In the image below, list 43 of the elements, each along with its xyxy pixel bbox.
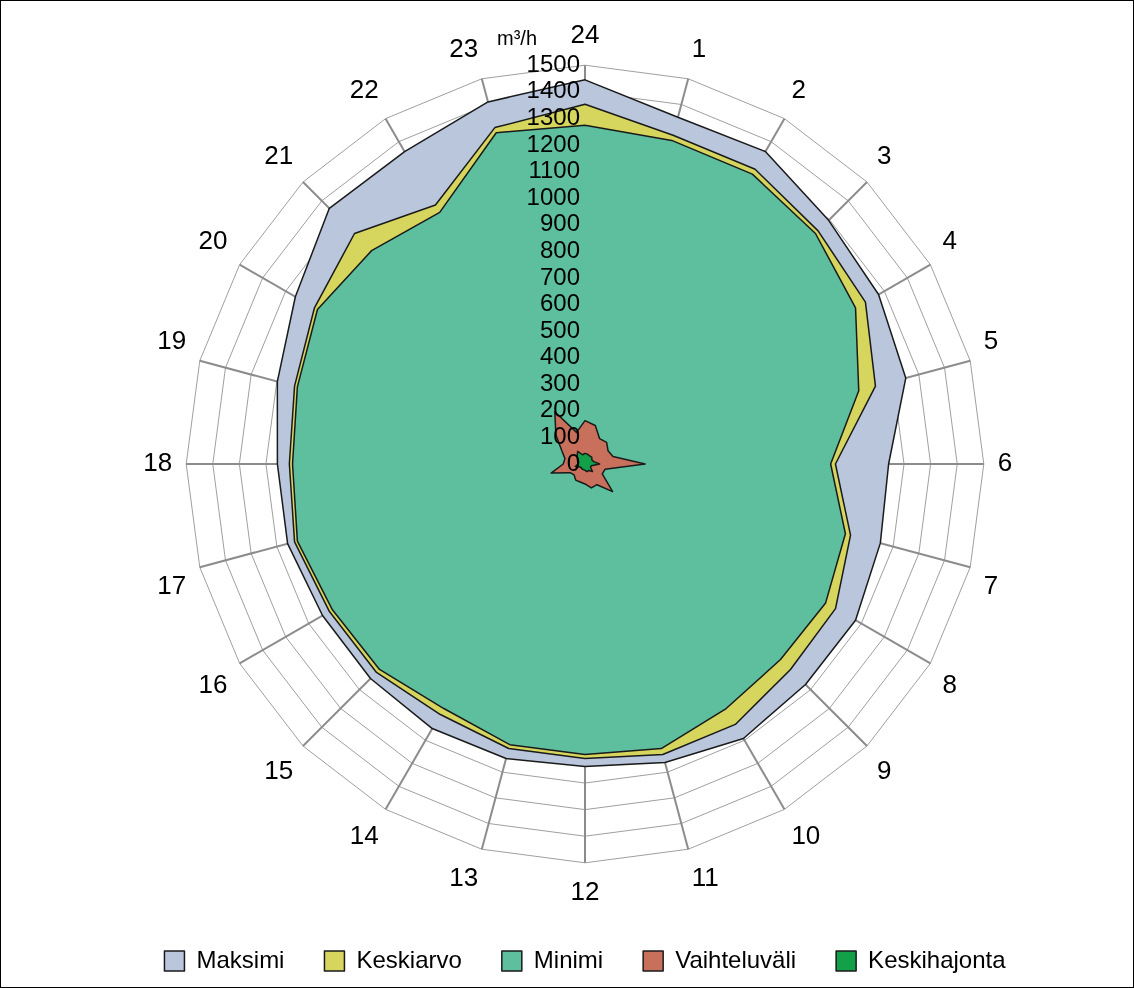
legend-label: Vaihteluväli: [675, 945, 797, 973]
text: m³/h: [497, 26, 537, 49]
legend-label: Maksimi: [196, 945, 285, 973]
spoke-label: 10: [791, 820, 821, 851]
spoke-label: 21: [264, 139, 294, 170]
y-tick-label: 1200: [526, 129, 580, 157]
spoke-label: 3: [876, 139, 892, 170]
spoke-label: 14: [349, 820, 379, 851]
spoke-label: 22: [349, 74, 379, 105]
spoke-label: 11: [691, 861, 719, 892]
spoke-label: 1: [691, 32, 707, 63]
y-tick-label: 800: [539, 235, 580, 263]
y-tick-label: 0: [566, 448, 580, 476]
legend-label: Keskihajonta: [868, 945, 1007, 973]
y-tick-label: 600: [539, 289, 580, 317]
y-tick-label: 500: [539, 315, 580, 343]
spoke-label: 9: [876, 754, 892, 785]
spoke-label: 7: [983, 569, 999, 600]
spoke-label: 17: [157, 569, 187, 600]
spoke-label: 16: [198, 669, 228, 700]
spoke-label: 23: [449, 32, 479, 63]
y-tick-label: 400: [539, 342, 580, 370]
spoke-label: 18: [143, 447, 173, 478]
y-tick-label: 200: [539, 395, 580, 423]
spoke-label: 20: [198, 225, 228, 256]
legend-label: Minimi: [533, 945, 604, 973]
y-tick-label: 300: [539, 368, 580, 396]
spoke-label: 15: [264, 754, 294, 785]
spoke-label: 19: [157, 324, 187, 355]
y-tick-label: 900: [539, 209, 580, 237]
spoke-label: 24: [570, 18, 600, 49]
spoke-label: 13: [449, 861, 479, 892]
spoke-label: 8: [942, 669, 957, 700]
spoke-label: 12: [570, 875, 600, 906]
y-tick-label: 700: [539, 262, 580, 290]
spoke-label: 6: [997, 447, 1013, 478]
spoke-label: 4: [942, 225, 957, 256]
spoke-label: 2: [791, 74, 806, 105]
spoke-label: 5: [983, 324, 999, 355]
y-tick-label: 1500: [526, 49, 580, 77]
y-tick-label: 1100: [528, 156, 580, 184]
legend-label: Keskiarvo: [356, 945, 462, 973]
y-tick-label: 1000: [526, 182, 580, 210]
